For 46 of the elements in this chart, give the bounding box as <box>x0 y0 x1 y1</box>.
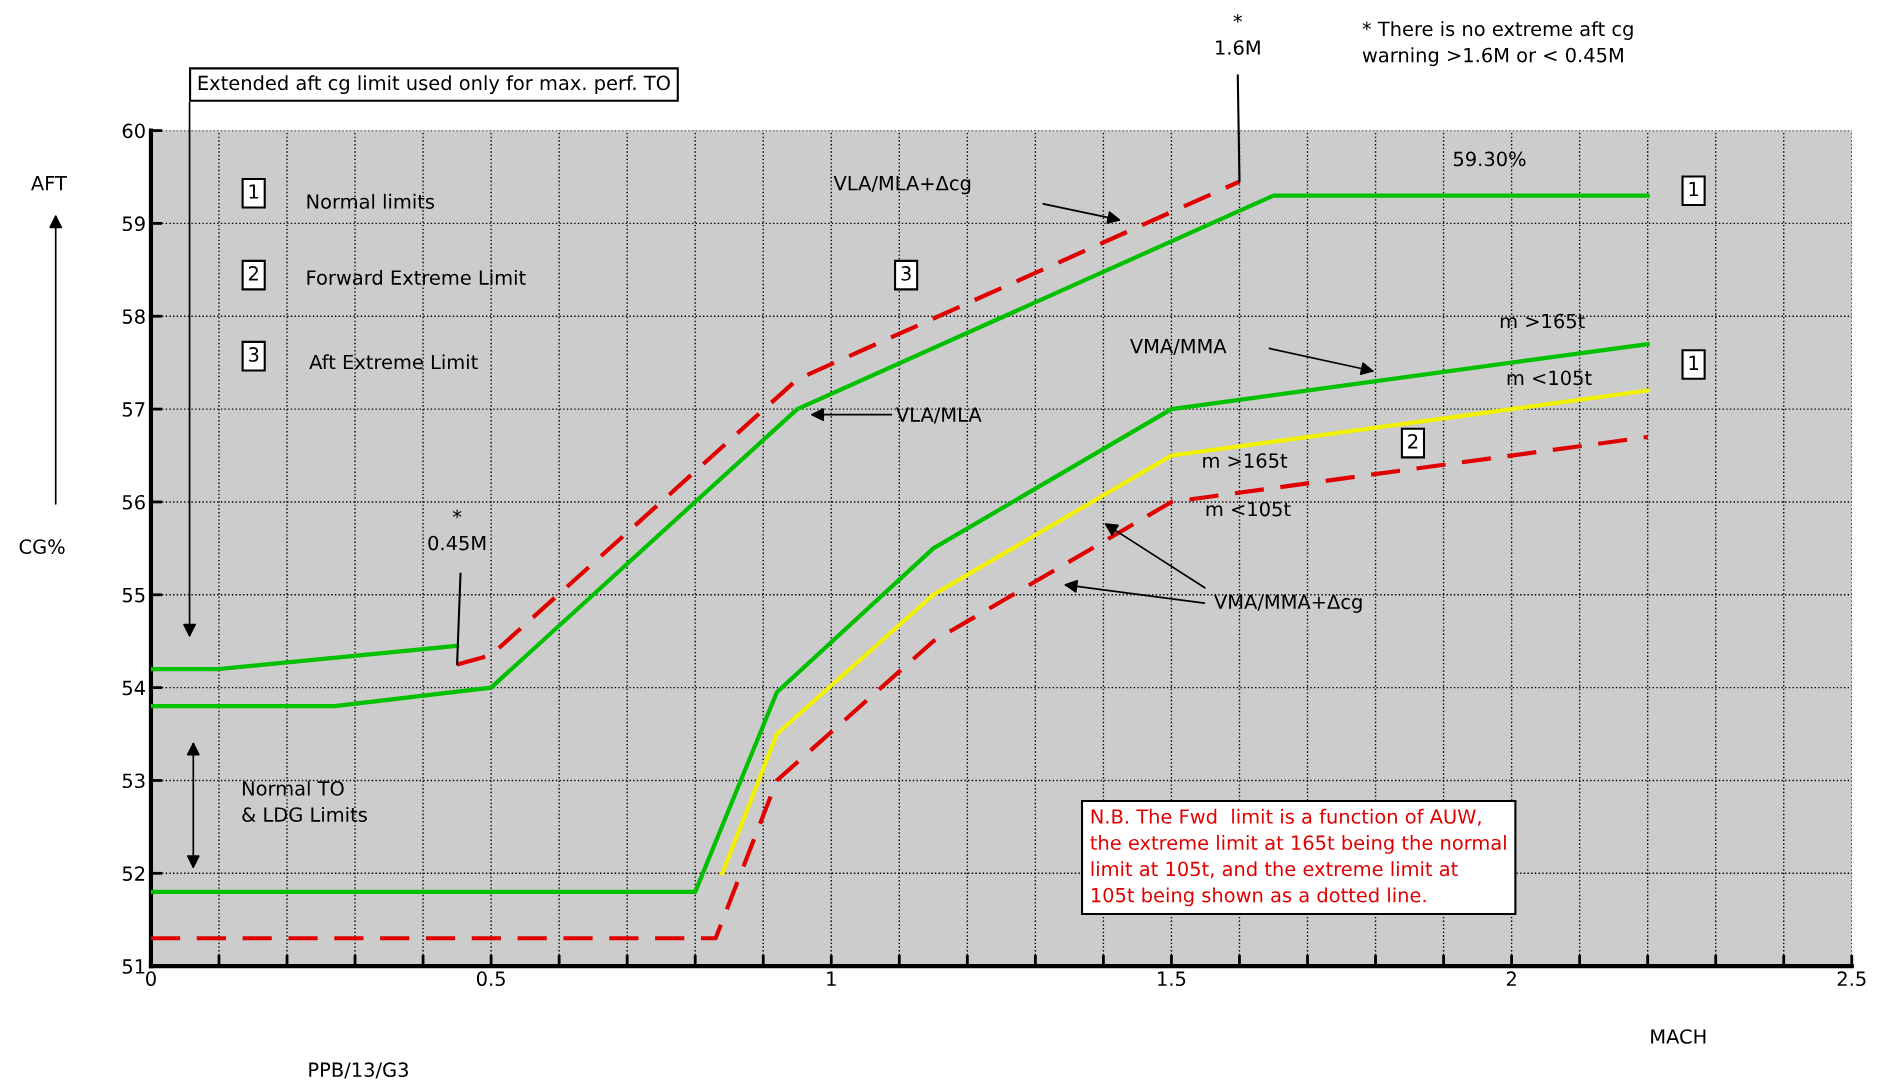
annotation: 1 <box>249 184 259 199</box>
y-tick-label: 59 <box>122 216 145 232</box>
x-tick-label: 0.5 <box>476 971 505 987</box>
y-tick-label: 57 <box>122 402 145 417</box>
annotation: Normal TO & LDG Limits <box>242 780 367 822</box>
x-tick-label: 2.5 <box>1837 971 1866 987</box>
y-tick-label: 58 <box>122 309 145 324</box>
annotation: m <105t <box>1206 501 1291 517</box>
annotation: * 1.6M <box>1216 13 1260 55</box>
annotation: 3 <box>248 347 259 362</box>
y-tick-label: 51 <box>122 959 145 974</box>
text: * There is no extreme aft cg warning >1.6M or < 0.45M <box>1362 21 1633 67</box>
annotation: Normal limits <box>307 193 435 209</box>
x-tick-label: 1 <box>827 971 836 986</box>
annotation: Forward Extreme Limit <box>307 269 526 285</box>
annotation: 1 <box>1689 181 1698 197</box>
y-tick-label: 54 <box>122 680 145 696</box>
text: AFT <box>31 176 67 191</box>
annotation: VLA/MLA <box>896 407 982 424</box>
annotation: 3 <box>901 266 911 281</box>
annotation: 1 <box>1689 355 1698 370</box>
x-tick-label: 0 <box>146 971 156 987</box>
annotation: N.B. The Fwd limit is a function of AUW, the extreme limit at 165t being the normal limit at 105t, and the extreme limit at 105t being shown as a dotted line. <box>1090 808 1506 907</box>
annotation: 59.30% <box>1453 151 1526 167</box>
annotation: * 0.45M <box>428 509 486 551</box>
annotation: VLA/MLA+Δcg <box>833 176 971 195</box>
x-tick-label: 2 <box>1506 971 1516 986</box>
annotation: Aft Extreme Limit <box>309 354 478 370</box>
text: PPB/13/G3 <box>309 1062 408 1079</box>
x-axis-title: MACH <box>1651 1029 1706 1044</box>
y-axis-title: CG% <box>19 539 65 554</box>
x-tick-label: 1.5 <box>1158 971 1186 987</box>
y-tick-label: 56 <box>122 494 145 510</box>
line-series <box>150 434 1650 941</box>
y-tick-label: 55 <box>122 587 145 603</box>
annotation: m >165t <box>1500 313 1585 329</box>
annotation: VMA/MMA+Δcg <box>1214 594 1362 613</box>
y-tick-label: 53 <box>122 773 145 789</box>
annotation: 2 <box>1408 434 1418 449</box>
annotation: m <105t <box>1507 370 1592 386</box>
annotation: 2 <box>248 266 258 281</box>
y-tick-label: 60 <box>122 123 145 139</box>
text: Extended aft cg limit used only for max. perf. TO <box>198 75 670 95</box>
annotation: m >165t <box>1203 453 1288 468</box>
annotation: VMA/MMA <box>1130 339 1227 355</box>
y-tick-label: 52 <box>122 866 145 881</box>
